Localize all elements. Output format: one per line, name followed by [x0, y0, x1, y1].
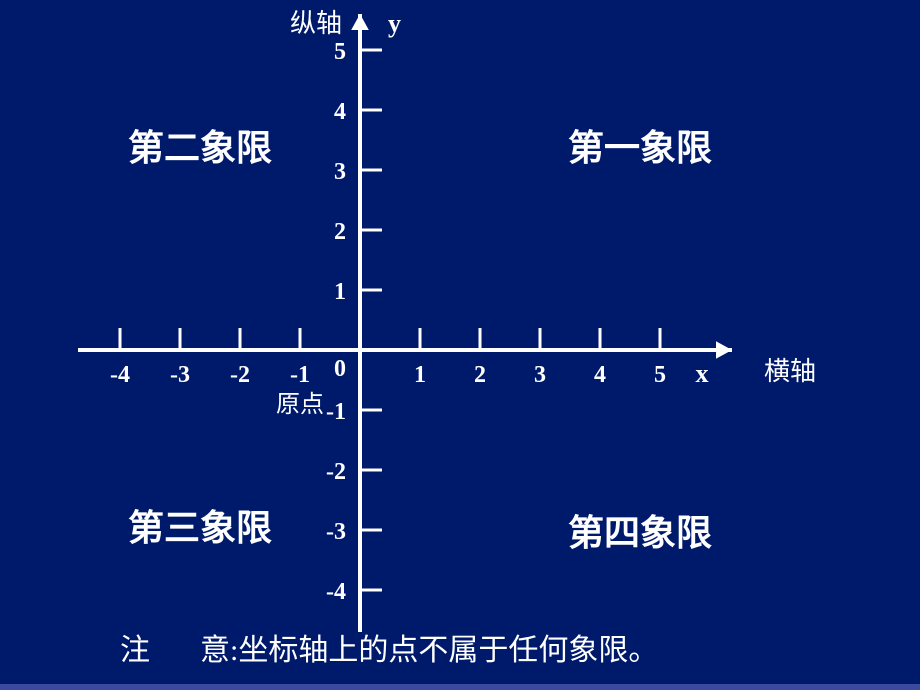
x-tick-label: 5 — [654, 362, 666, 388]
bottom-border — [0, 684, 920, 690]
x-tick-label: -4 — [110, 362, 130, 388]
origin-zero-label: 0 — [334, 356, 346, 382]
y-tick-label: -2 — [326, 459, 346, 485]
y-tick-label: 3 — [334, 159, 346, 185]
x-axis-name: 横轴 — [764, 357, 816, 386]
background — [0, 0, 920, 690]
y-tick-label: 4 — [334, 99, 346, 125]
quadrant-4-label: 第四象限 — [568, 513, 712, 553]
x-tick-label: 4 — [594, 362, 606, 388]
x-tick-label: 2 — [474, 362, 486, 388]
quadrant-3-label: 第三象限 — [128, 508, 272, 548]
x-axis-letter: x — [696, 359, 709, 388]
y-axis-name: 纵轴 — [290, 9, 342, 38]
y-tick-label: 5 — [334, 39, 346, 65]
origin-name-label: 原点 — [276, 391, 324, 418]
diagram-root: -4-3-2-112345-4-3-2-1123450原点x横轴y纵轴第一象限第… — [0, 0, 920, 690]
x-tick-label: -1 — [290, 362, 310, 388]
y-tick-label: 1 — [334, 279, 346, 305]
note-prefix: 注 — [120, 634, 150, 667]
coordinate-plane-svg: -4-3-2-112345-4-3-2-1123450原点x横轴y纵轴第一象限第… — [0, 0, 920, 690]
x-tick-label: -2 — [230, 362, 250, 388]
x-tick-label: -3 — [170, 362, 190, 388]
y-tick-label: 2 — [334, 219, 346, 245]
x-tick-label: 1 — [414, 362, 426, 388]
y-tick-label: -1 — [326, 399, 346, 425]
quadrant-1-label: 第一象限 — [568, 128, 712, 168]
x-tick-label: 3 — [534, 362, 546, 388]
quadrant-2-label: 第二象限 — [128, 128, 272, 168]
y-tick-label: -3 — [326, 519, 346, 545]
y-axis-letter: y — [388, 9, 401, 38]
note-body: 意:坐标轴上的点不属于任何象限。 — [200, 634, 658, 667]
y-tick-label: -4 — [326, 579, 346, 605]
